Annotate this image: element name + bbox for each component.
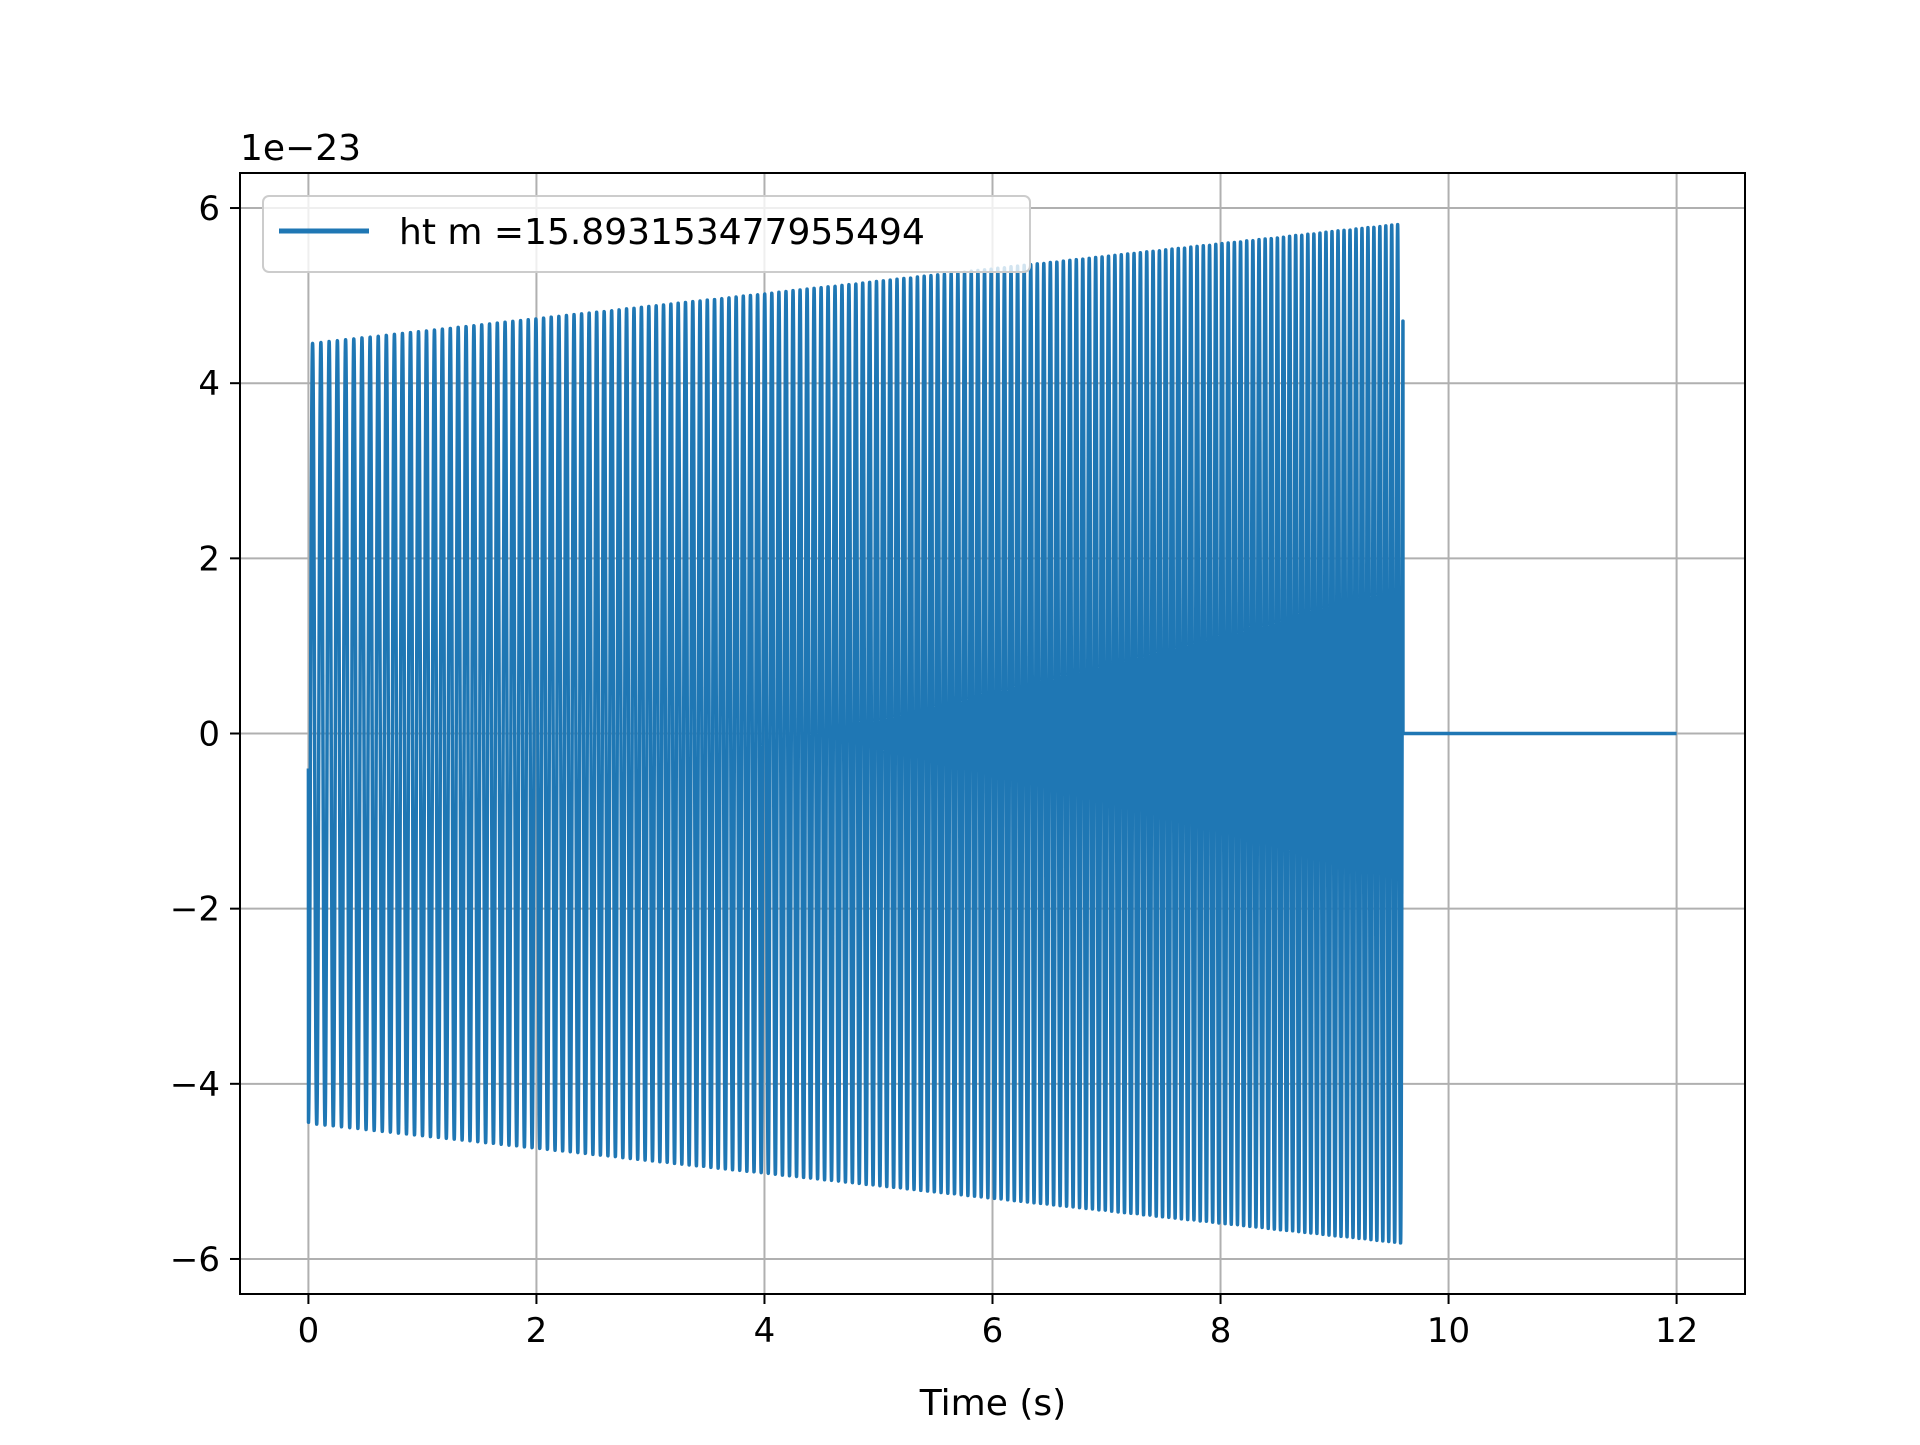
series-line-0 <box>306 222 1677 1245</box>
plot-area <box>306 222 1677 1245</box>
x-tick-label: 10 <box>1427 1311 1470 1351</box>
x-axis-ticks: 0 2 4 6 8 10 12 <box>298 1294 1698 1351</box>
y-tick-label: 4 <box>198 364 220 404</box>
x-tick-label: 2 <box>526 1311 548 1351</box>
y-axis-ticks: −6 −4 −2 0 2 4 6 <box>170 189 240 1280</box>
y-tick-label: −2 <box>170 890 220 930</box>
y-offset-text: 1e−23 <box>240 128 361 169</box>
legend: ht m =15.893153477955494 <box>262 195 1031 273</box>
x-axis-label: Time (s) <box>919 1383 1066 1424</box>
legend-label: ht m =15.893153477955494 <box>399 212 925 253</box>
x-tick-label: 8 <box>1210 1311 1232 1351</box>
y-tick-label: 6 <box>198 189 220 229</box>
y-tick-label: 0 <box>198 715 220 755</box>
y-tick-label: −4 <box>170 1065 220 1105</box>
legend-frame <box>262 195 1031 273</box>
y-tick-label: −6 <box>170 1240 220 1280</box>
x-tick-label: 0 <box>298 1311 320 1351</box>
x-tick-label: 4 <box>754 1311 776 1351</box>
x-tick-label: 6 <box>982 1311 1004 1351</box>
x-tick-label: 12 <box>1655 1311 1698 1351</box>
y-tick-label: 2 <box>198 539 220 579</box>
